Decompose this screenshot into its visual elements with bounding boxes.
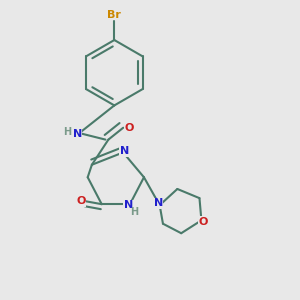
Text: H: H — [130, 208, 139, 218]
Text: O: O — [76, 196, 86, 206]
Text: Br: Br — [107, 10, 121, 20]
Text: N: N — [154, 198, 163, 208]
Text: N: N — [120, 146, 129, 156]
Text: H: H — [63, 127, 71, 137]
Text: N: N — [124, 200, 133, 210]
Text: N: N — [73, 129, 82, 139]
Text: O: O — [198, 217, 208, 227]
Text: O: O — [124, 123, 134, 133]
